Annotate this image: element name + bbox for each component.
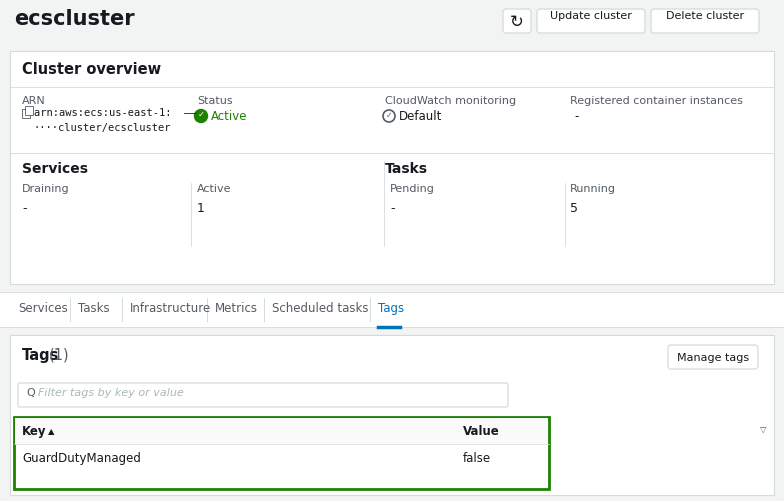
Text: Delete cluster: Delete cluster xyxy=(666,11,744,21)
Text: false: false xyxy=(463,451,491,464)
Text: Active: Active xyxy=(197,184,231,193)
Text: Tasks: Tasks xyxy=(78,302,110,314)
Text: ecscluster: ecscluster xyxy=(14,9,135,29)
Text: ✓: ✓ xyxy=(386,111,392,120)
Bar xyxy=(25,107,33,116)
FancyBboxPatch shape xyxy=(503,10,531,34)
Text: (1): (1) xyxy=(49,347,70,362)
Text: Status: Status xyxy=(197,96,233,106)
Text: Value: Value xyxy=(463,424,499,437)
Text: 5: 5 xyxy=(570,201,578,214)
FancyBboxPatch shape xyxy=(18,383,508,407)
Text: Services: Services xyxy=(18,302,67,314)
Text: Tasks: Tasks xyxy=(385,162,428,176)
Text: Scheduled tasks: Scheduled tasks xyxy=(272,302,368,314)
Circle shape xyxy=(383,111,395,123)
Bar xyxy=(10,335,774,495)
Text: Update cluster: Update cluster xyxy=(550,11,632,21)
Text: GuardDutyManaged: GuardDutyManaged xyxy=(22,451,141,464)
Text: Draining: Draining xyxy=(22,184,70,193)
Text: Key: Key xyxy=(22,424,46,437)
Text: Metrics: Metrics xyxy=(215,302,258,314)
Text: -: - xyxy=(390,201,394,214)
Text: Pending: Pending xyxy=(390,184,435,193)
Text: Infrastructure: Infrastructure xyxy=(130,302,211,314)
Text: Default: Default xyxy=(399,110,442,123)
Bar xyxy=(15,418,548,444)
Text: ▽: ▽ xyxy=(760,424,767,433)
FancyBboxPatch shape xyxy=(537,10,645,34)
Bar xyxy=(22,110,30,119)
Text: Tags: Tags xyxy=(22,347,60,362)
FancyBboxPatch shape xyxy=(651,10,759,34)
Text: 1: 1 xyxy=(197,201,205,214)
Text: ✓: ✓ xyxy=(198,110,205,119)
Text: ↻: ↻ xyxy=(510,13,524,31)
Text: Running: Running xyxy=(570,184,616,193)
FancyBboxPatch shape xyxy=(668,345,758,369)
Text: Tags: Tags xyxy=(378,302,404,314)
Text: ▲: ▲ xyxy=(48,426,55,435)
Text: Q: Q xyxy=(26,387,34,397)
Bar xyxy=(10,52,774,285)
Text: Registered container instances: Registered container instances xyxy=(570,96,743,106)
Text: -: - xyxy=(574,110,579,123)
Bar xyxy=(14,417,549,489)
Text: Manage tags: Manage tags xyxy=(677,352,749,362)
Text: Active: Active xyxy=(211,110,248,123)
Text: ARN: ARN xyxy=(22,96,45,106)
Text: Services: Services xyxy=(22,162,88,176)
Text: CloudWatch monitoring: CloudWatch monitoring xyxy=(385,96,516,106)
Circle shape xyxy=(194,110,208,123)
Bar xyxy=(0,293,784,327)
Text: Filter tags by key or value: Filter tags by key or value xyxy=(38,387,183,397)
Bar xyxy=(0,0,784,44)
Text: -: - xyxy=(22,201,27,214)
Text: Cluster overview: Cluster overview xyxy=(22,62,162,77)
Text: ····cluster/ecscluster: ····cluster/ecscluster xyxy=(34,123,172,133)
Text: arn:aws:ecs:us-east-1:  ——: arn:aws:ecs:us-east-1: —— xyxy=(34,108,197,118)
